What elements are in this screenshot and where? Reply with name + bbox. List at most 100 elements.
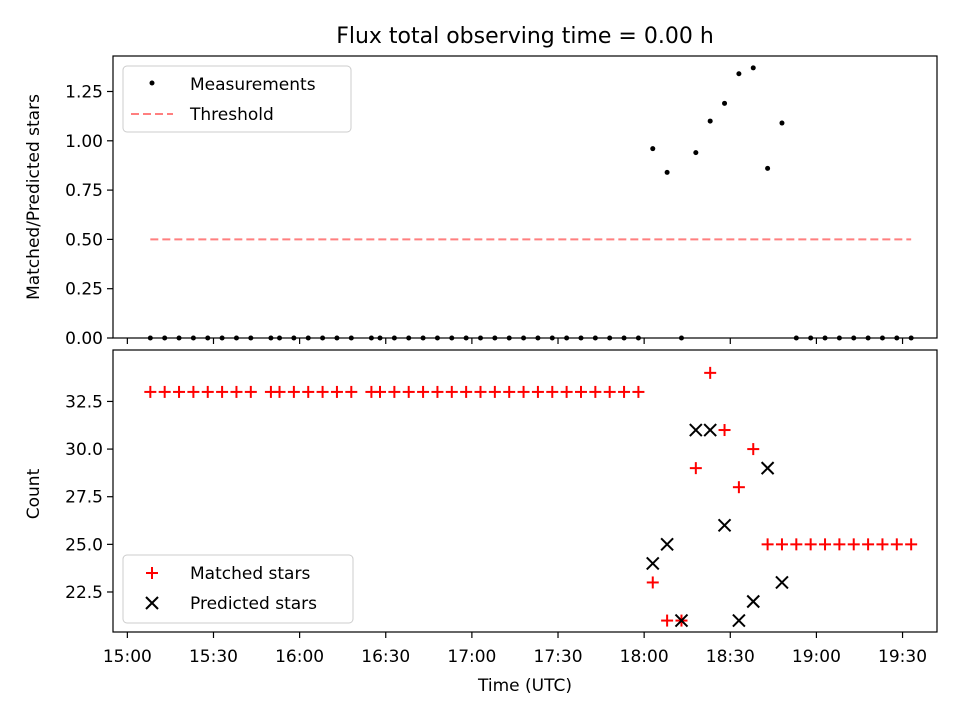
bottom-ytick-label: 22.5 (65, 583, 103, 603)
legend-threshold-label: Threshold (189, 105, 274, 125)
matched-star-point (273, 385, 286, 398)
predicted-star-point (703, 423, 717, 437)
measurement-point (650, 146, 656, 152)
matched-star-point (862, 538, 875, 551)
bottom-xtick-label: 18:30 (706, 647, 755, 667)
matched-star-point (560, 385, 573, 398)
matched-star-point (747, 443, 760, 456)
bottom-ytick-label: 32.5 (65, 392, 103, 412)
bottom-xtick-label: 15:30 (189, 647, 238, 667)
matched-star-point (216, 385, 229, 398)
matched-star-point (417, 385, 430, 398)
bottom-xtick-label: 16:30 (361, 647, 410, 667)
matched-star-point (402, 385, 415, 398)
matched-star-point (517, 385, 530, 398)
matched-star-point (646, 576, 659, 589)
legend-predicted-label: Predicted stars (190, 594, 317, 614)
top-ytick-label: 0.75 (65, 181, 103, 201)
matched-star-point (819, 538, 832, 551)
matched-star-point (732, 481, 745, 494)
matched-star-point (201, 385, 214, 398)
chart-title: Flux total observing time = 0.00 h (336, 24, 714, 49)
matched-star-point (230, 385, 243, 398)
predicted-star-point (646, 556, 660, 571)
matched-star-point (833, 538, 846, 551)
matched-star-point (187, 385, 200, 398)
measurement-point (693, 150, 699, 156)
matched-star-point (144, 385, 157, 398)
matched-star-point (287, 385, 300, 398)
measurement-point (765, 165, 771, 171)
matched-star-point (460, 385, 473, 398)
bottom-ytick-label: 27.5 (65, 488, 103, 508)
measurement-point (707, 118, 713, 124)
matched-star-point (589, 385, 602, 398)
matched-star-point (488, 385, 501, 398)
matched-star-point (546, 385, 559, 398)
matched-star-point (574, 385, 587, 398)
matched-star-point (876, 538, 889, 551)
predicted-star-point (746, 594, 760, 609)
top-legend: Measurements Threshold (122, 65, 352, 133)
bottom-legend-box (122, 554, 354, 624)
matched-star-point (374, 385, 387, 398)
legend-measurements-label: Measurements (190, 75, 316, 95)
matched-star-point (345, 385, 358, 398)
matched-star-point (531, 385, 544, 398)
measurement-point (722, 100, 728, 106)
matched-star-point (603, 385, 616, 398)
predicted-star-point (732, 613, 746, 628)
predicted-star-point (674, 613, 689, 628)
bottom-axes-frame (112, 349, 938, 633)
matched-star-point (158, 385, 171, 398)
bottom-xtick-label: 17:30 (534, 647, 583, 667)
top-ytick-label: 0.50 (65, 230, 103, 250)
bottom-xtick-label: 19:00 (792, 647, 841, 667)
top-ytick-label: 1.25 (65, 82, 103, 102)
predicted-star-point (775, 575, 789, 590)
measurement-point (750, 65, 756, 71)
matched-star-point (503, 385, 516, 398)
matched-star-point (618, 385, 631, 398)
legend-measurements-marker (149, 80, 155, 86)
measurement-point (736, 71, 742, 77)
legend-matched-marker (146, 567, 158, 579)
matched-star-point (244, 385, 257, 398)
top-ylabel: Matched/Predicted stars (24, 94, 44, 300)
bottom-plot-area (144, 366, 918, 628)
top-ytick-label: 0.25 (65, 280, 103, 300)
bottom-ytick-label: 30.0 (65, 440, 103, 460)
measurement-point (779, 120, 785, 126)
bottom-xtick-label: 15:00 (103, 647, 152, 667)
bottom-xlabel: Time (UTC) (477, 676, 572, 696)
top-ytick-label: 1.00 (65, 132, 103, 152)
matched-star-point (330, 385, 343, 398)
matched-star-point (775, 538, 788, 551)
matched-star-point (316, 385, 329, 398)
matched-star-point (704, 366, 717, 379)
legend-predicted-marker (145, 596, 159, 610)
predicted-star-point (660, 537, 674, 552)
predicted-star-point (689, 423, 703, 437)
measurement-point (664, 169, 670, 175)
bottom-xtick-label: 17:00 (447, 647, 496, 667)
predicted-star-point (717, 518, 732, 533)
bottom-ytick-label: 25.0 (65, 535, 103, 555)
matched-star-point (890, 538, 903, 551)
matched-star-point (804, 538, 817, 551)
matched-star-point (761, 538, 774, 551)
top-ytick-label: 0.00 (65, 329, 103, 349)
bottom-legend: Matched stars Predicted stars (122, 554, 354, 624)
matched-star-point (431, 385, 444, 398)
top-panel: Flux total observing time = 0.00 h Match… (24, 24, 938, 349)
matched-star-point (173, 385, 186, 398)
bottom-xtick-label: 19:30 (878, 647, 927, 667)
bottom-ylabel: Count (24, 468, 44, 519)
matched-star-point (905, 538, 918, 551)
top-axes-frame (112, 55, 938, 339)
matched-star-point (445, 385, 458, 398)
matched-star-point (302, 385, 315, 398)
bottom-xtick-label: 16:00 (275, 647, 324, 667)
